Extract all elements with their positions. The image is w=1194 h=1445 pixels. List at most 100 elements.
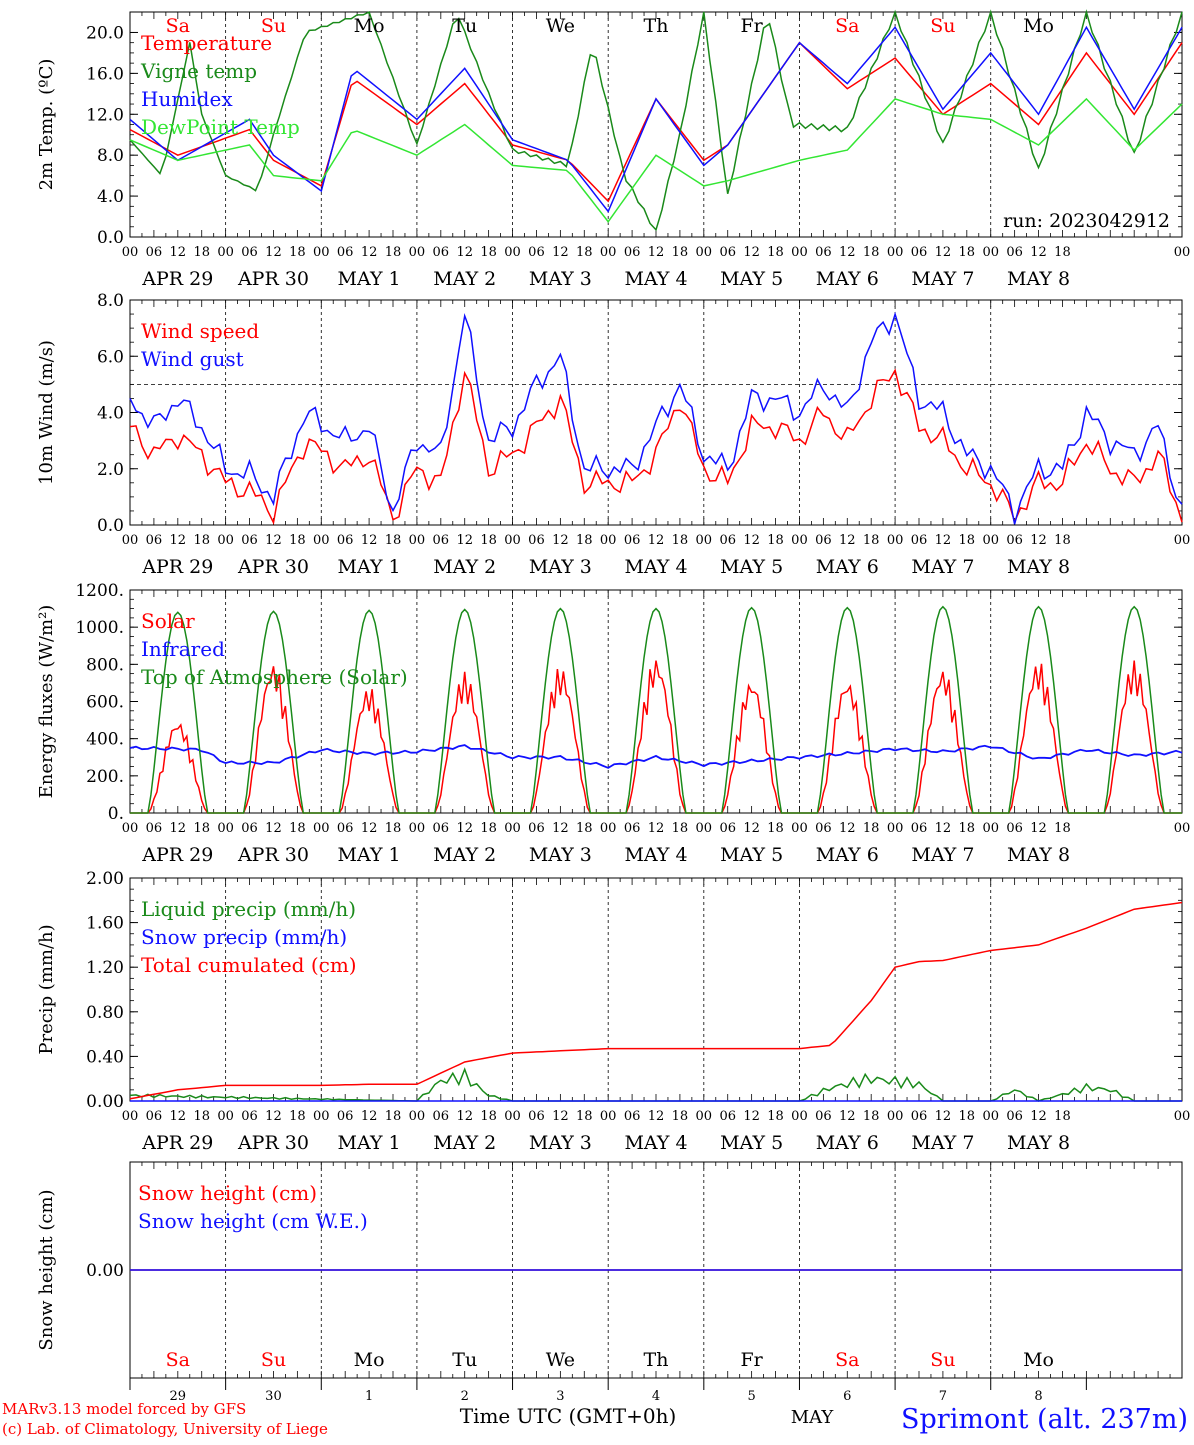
date-label: APR 30 (237, 1132, 309, 1154)
hour-tick-label: 18 (1054, 1109, 1071, 1124)
y-tick-label: 0.80 (86, 1003, 124, 1023)
hour-tick-label: 18 (959, 1109, 976, 1124)
weekday-label: We (546, 1349, 575, 1371)
hour-tick-label: 12 (170, 1109, 187, 1124)
hour-tick-label: 06 (433, 821, 450, 836)
date-label: APR 30 (237, 844, 309, 866)
date-label: MAY 6 (816, 1132, 879, 1154)
legend-entry: Humidex (141, 87, 233, 111)
weekday-label: Th (644, 15, 669, 37)
y-tick-label: 2.00 (86, 869, 124, 889)
hour-tick-label: 12 (170, 533, 187, 548)
weekday-label: Tu (452, 15, 477, 37)
hour-tick-label: 00 (791, 533, 808, 548)
hour-tick-label: 18 (959, 821, 976, 836)
hour-tick-label: 00 (887, 533, 904, 548)
y-tick-label: 20.0 (86, 23, 124, 43)
hour-tick-label: 00 (504, 533, 521, 548)
date-label: MAY 2 (433, 1132, 496, 1154)
y-tick-label: 200. (86, 767, 124, 787)
hour-tick-label: 06 (1006, 245, 1023, 260)
date-label: MAY 5 (720, 844, 783, 866)
y-axis-label: 10m Wind (m/s) (36, 340, 57, 485)
hour-tick-label: 06 (719, 533, 736, 548)
date-label: MAY 5 (720, 556, 783, 578)
hour-tick-label: 18 (767, 1109, 784, 1124)
time-axis-label: Time UTC (GMT+0h) (460, 1404, 677, 1428)
date-label: MAY 1 (338, 556, 401, 578)
hour-tick-label: 06 (146, 821, 163, 836)
y-axis-label: 2m Temp. (ºC) (36, 59, 57, 191)
date-label: MAY 2 (433, 844, 496, 866)
hour-tick-label: 06 (911, 1109, 928, 1124)
hour-tick-label: 12 (648, 821, 665, 836)
hour-tick-label: 18 (385, 821, 402, 836)
legend-entry: Snow precip (mm/h) (141, 925, 347, 949)
day-number-label: 3 (556, 1389, 564, 1404)
hour-tick-label: 18 (576, 533, 593, 548)
date-label: MAY 5 (720, 268, 783, 290)
hour-tick-label: 06 (241, 1109, 258, 1124)
hour-tick-label: 00 (122, 245, 139, 260)
hour-tick-label: 18 (289, 245, 306, 260)
day-number-label: 1 (365, 1389, 373, 1404)
weekday-label: Tu (452, 1349, 477, 1371)
date-label: MAY 1 (338, 844, 401, 866)
legend-entry: Snow height (cm W.E.) (138, 1209, 368, 1233)
month-label: MAY (791, 1407, 835, 1428)
y-tick-label: 2.0 (97, 460, 124, 480)
hour-tick-label: 06 (241, 821, 258, 836)
weekday-label: Sa (835, 15, 859, 37)
date-label: MAY 7 (911, 268, 974, 290)
hour-tick-label: 00 (791, 1109, 808, 1124)
y-tick-label: 0.40 (86, 1047, 124, 1067)
hour-tick-label: 12 (361, 821, 378, 836)
hour-tick-label: 06 (528, 245, 545, 260)
hour-tick-label: 00 (696, 245, 713, 260)
legend-entry: Solar (141, 609, 195, 633)
hour-tick-label: 12 (552, 533, 569, 548)
hour-tick-label: 18 (289, 533, 306, 548)
hour-tick-label: 18 (959, 533, 976, 548)
hour-tick-label: 12 (839, 245, 856, 260)
hour-tick-label: 18 (959, 245, 976, 260)
hour-tick-label: 18 (863, 245, 880, 260)
hour-tick-label: 12 (456, 245, 473, 260)
hour-tick-label: 12 (552, 1109, 569, 1124)
hour-tick-label: 12 (552, 821, 569, 836)
hour-tick-label: 06 (241, 245, 258, 260)
hour-tick-label: 18 (576, 245, 593, 260)
hour-tick-label: 06 (337, 245, 354, 260)
y-axis-label: Snow height (cm) (36, 1189, 57, 1350)
day-number-label: 6 (843, 1389, 851, 1404)
hour-tick-label: 06 (911, 821, 928, 836)
hour-tick-label: 12 (361, 1109, 378, 1124)
hour-tick-label: 12 (265, 245, 282, 260)
y-tick-label: 0. (108, 804, 124, 824)
hour-tick-label: 12 (265, 1109, 282, 1124)
y-tick-label: 4.0 (97, 187, 124, 207)
series-line-infrared (129, 744, 1183, 769)
hour-tick-label: 18 (480, 821, 497, 836)
hour-tick-label: 06 (911, 245, 928, 260)
weekday-label: Su (930, 15, 955, 37)
hour-tick-label: 06 (624, 245, 641, 260)
hour-tick-label: 00 (982, 533, 999, 548)
y-tick-label: 4.0 (97, 404, 124, 424)
hour-tick-label: 06 (433, 533, 450, 548)
y-tick-label: 800. (86, 655, 124, 675)
weekday-label: Sa (835, 1349, 859, 1371)
hour-tick-label: 06 (241, 533, 258, 548)
y-tick-label: 16.0 (86, 64, 124, 84)
y-tick-label: 600. (86, 693, 124, 713)
day-number-label: 30 (265, 1389, 282, 1404)
series-line-dewpoint-temp (129, 97, 1183, 223)
hour-tick-label: 18 (193, 533, 210, 548)
legend-entry: Total cumulated (cm) (141, 953, 357, 977)
date-label: MAY 6 (816, 844, 879, 866)
station-label: Sprimont (alt. 237m) (901, 1404, 1188, 1435)
hour-tick-label: 00 (1174, 245, 1191, 260)
weekday-label: Th (644, 1349, 669, 1371)
hour-tick-label: 12 (456, 821, 473, 836)
